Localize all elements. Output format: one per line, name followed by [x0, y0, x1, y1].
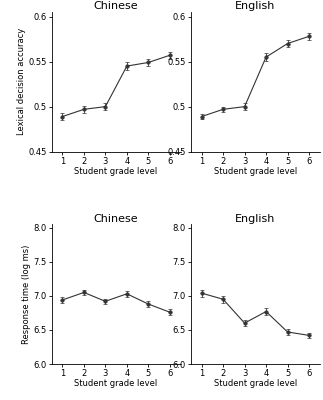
- X-axis label: Student grade level: Student grade level: [214, 379, 297, 388]
- Title: Chinese: Chinese: [94, 214, 139, 224]
- Y-axis label: Response time (log ms): Response time (log ms): [22, 244, 31, 344]
- X-axis label: Student grade level: Student grade level: [75, 379, 158, 388]
- Title: Chinese: Chinese: [94, 1, 139, 11]
- Title: English: English: [235, 1, 276, 11]
- Title: English: English: [235, 214, 276, 224]
- X-axis label: Student grade level: Student grade level: [75, 167, 158, 176]
- Y-axis label: Lexical decision accuracy: Lexical decision accuracy: [17, 28, 26, 136]
- X-axis label: Student grade level: Student grade level: [214, 167, 297, 176]
